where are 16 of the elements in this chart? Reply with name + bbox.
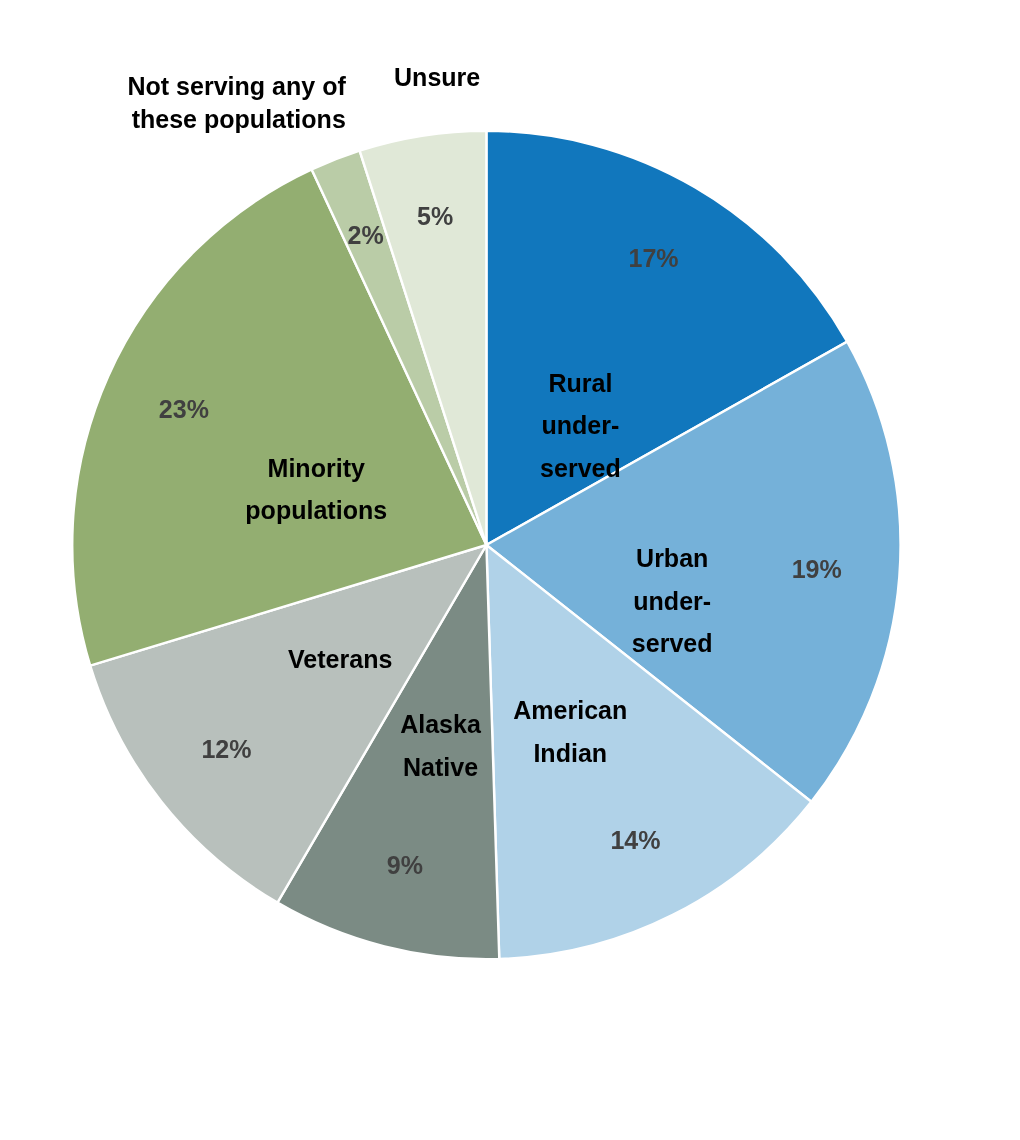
data-label: 17% (628, 243, 679, 272)
slice-label: Not serving any of these populations (127, 72, 347, 134)
slice-label: Urban under-served (631, 544, 713, 657)
slice-label: American Indian (513, 696, 628, 767)
slice-label: Rural under-served (540, 368, 621, 482)
data-label: 19% (791, 555, 842, 584)
slice-label: Unsure (394, 63, 481, 92)
data-label: 23% (158, 394, 209, 423)
data-label: 12% (201, 735, 252, 764)
data-label: 9% (386, 850, 423, 879)
data-label: 14% (610, 825, 661, 854)
data-label: 2% (347, 221, 384, 250)
slice-label: Veterans (287, 645, 393, 674)
slice-label: Alaska Native (400, 710, 482, 781)
data-label: 5% (416, 202, 454, 231)
slice-label: Minority populations (245, 453, 388, 525)
